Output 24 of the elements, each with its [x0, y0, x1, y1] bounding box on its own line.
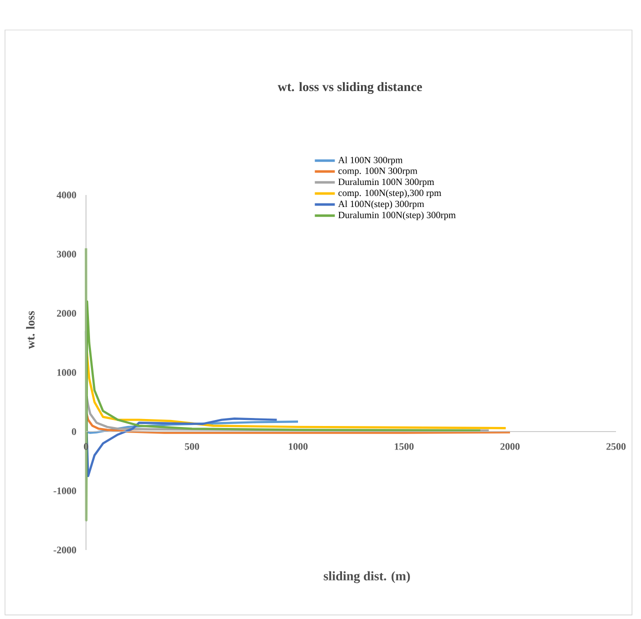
x-tick-label: 2500 [606, 443, 626, 450]
y-tick-label: 3000 [56, 250, 76, 258]
y-tick-label: 0 [72, 428, 76, 436]
legend-label: Duralumin 100N(step) 300rpm [338, 212, 456, 220]
legend-label: comp. 100N(step),300 rpm [338, 189, 442, 198]
legend-label: comp. 100N 300rpm [338, 168, 418, 176]
y-tick-label: 4000 [56, 192, 76, 198]
y-tick-label: 2000 [56, 310, 76, 317]
y-tick-label: -1000 [54, 487, 76, 494]
x-tick-label: 0 [84, 443, 88, 450]
x-tick-label: 1500 [394, 443, 414, 450]
x-tick-label: 500 [184, 443, 200, 450]
legend-label: Al 100N 300rpm [338, 156, 403, 166]
line-series [84, 420, 300, 434]
y-tick-label: 1000 [57, 369, 76, 376]
chart-title: wt. loss vs sliding distance [278, 82, 422, 94]
y-tick-label: -2000 [54, 546, 76, 554]
line-series [84, 247, 482, 522]
x-tick-label: 1000 [288, 443, 308, 450]
x-tick-label: 2000 [500, 443, 520, 450]
legend-label: Duralumin 100N 300rpm [338, 178, 434, 187]
legend-label: Al 100N(step) 300rpm [338, 200, 424, 210]
x-axis-title: sliding dist. (m) [324, 571, 410, 584]
y-axis-title: wt. loss [26, 311, 35, 349]
